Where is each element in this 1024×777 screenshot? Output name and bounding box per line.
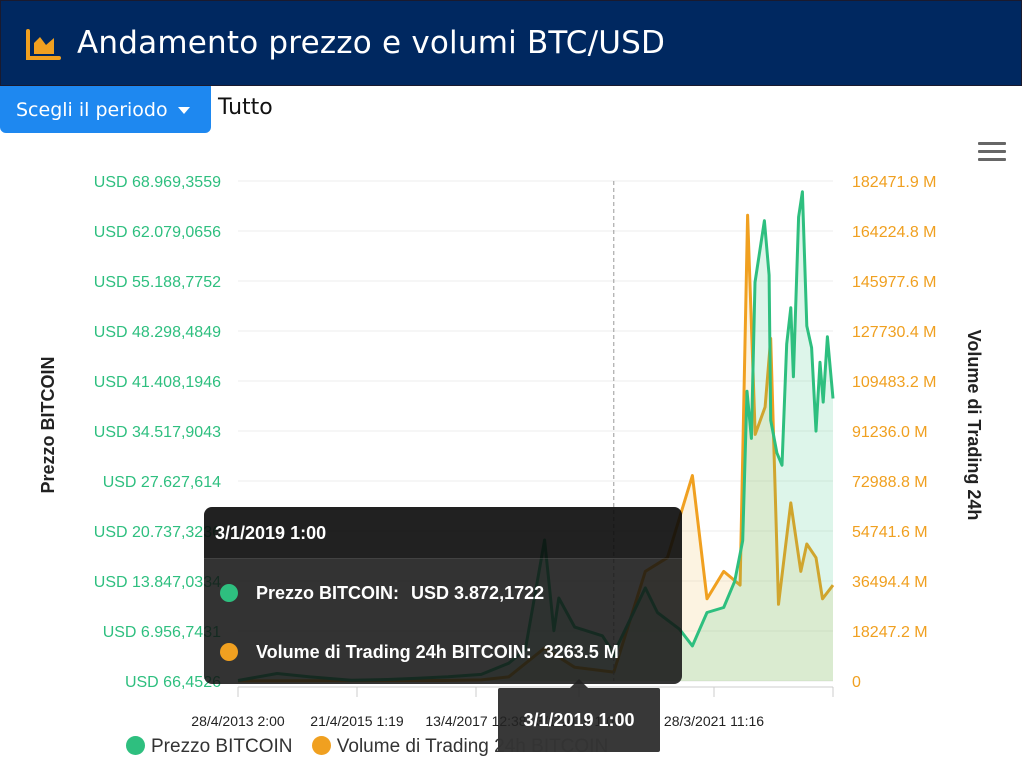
x-tick-label: 21/4/2015 1:19 [310,713,404,729]
legend-item-volume[interactable]: Volume di Trading 24h BITCOIN [311,736,609,758]
tooltip-volume-value: 3263.5 M [543,642,619,662]
tooltip-row-price: Prezzo BITCOIN: USD 3.872,1722 [220,583,544,604]
right-tick-label: 182471.9 M [852,174,937,191]
right-tick-label: 164224.8 M [852,224,937,241]
left-tick-label: USD 68.969,3559 [94,174,221,191]
left-axis-ticks: USD 66,4526 USD 6.956,7431 USD 13.847,0334… [94,174,221,691]
right-tick-label: 54741.6 M [852,524,928,541]
legend-volume-label: Volume di Trading 24h BITCOIN [336,736,609,757]
area-chart-icon [26,29,61,60]
right-tick-label: 18247.2 M [852,624,928,641]
right-tick-label: 127730.4 M [852,324,937,341]
x-tick-label: 28/4/2013 2:00 [191,713,285,729]
price-legend-dot-icon [126,736,145,755]
left-tick-label: USD 41.408,1946 [94,374,221,391]
left-tick-label: USD 6.956,7431 [103,624,221,641]
right-axis-ticks: 0 18247.2 M 36494.4 M 54741.6 M 72988.8 M 912… [852,174,937,691]
right-tick-label: 0 [852,674,861,691]
left-tick-label: USD 27.627,614 [103,474,221,491]
volume-dot-icon [220,643,238,661]
x-tick-label: 28/3/2021 11:16 [664,713,764,729]
chart-tooltip: 3/1/2019 1:00 Prezzo BITCOIN: USD 3.872,1… [204,507,682,684]
right-tick-label: 145977.6 M [852,274,937,291]
caret-down-icon [177,106,190,114]
period-dropdown-label: Scegli il periodo [16,98,168,121]
volume-legend-dot-icon [311,736,331,755]
left-tick-label: USD 66,4526 [125,674,221,691]
chart-legend: Prezzo BITCOIN Volume di Trading 24h BIT… [126,736,622,758]
right-tick-label: 72988.8 M [852,474,928,491]
tooltip-price-label: Prezzo BITCOIN: [256,583,400,603]
left-tick-label: USD 48.298,4849 [94,324,221,341]
left-tick-label: USD 34.517,9043 [94,424,221,441]
app-header: Andamento prezzo e volumi BTC/USD [0,0,1022,86]
tooltip-date: 3/1/2019 1:00 [204,507,682,559]
left-axis-title: Prezzo BITCOIN [38,356,58,493]
legend-price-label: Prezzo BITCOIN [151,736,293,757]
left-tick-label: USD 62.079,0656 [94,224,221,241]
price-area [238,191,833,681]
tooltip-price-value: USD 3.872,1722 [411,583,545,603]
page-title: Andamento prezzo e volumi BTC/USD [77,25,666,61]
left-tick-label: USD 20.737,3236 [94,524,221,541]
price-dot-icon [220,584,238,602]
left-tick-label: USD 55.188,7752 [94,274,221,291]
left-tick-label: USD 13.847,0334 [94,574,221,591]
crosshair-date-label: 3/1/2019 1:00 [498,679,660,752]
period-dropdown-button[interactable]: Scegli il periodo [0,86,211,133]
price-volume-chart: USD 66,4526 USD 6.956,7431 USD 13.847,0334… [38,174,984,729]
right-tick-label: 36494.4 M [852,574,928,591]
right-tick-label: 91236.0 M [852,424,928,441]
tooltip-row-volume: Volume di Trading 24h BITCOIN: 3263.5 M [220,642,619,663]
right-tick-label: 109483.2 M [852,374,937,391]
hamburger-menu-icon[interactable] [978,142,1006,164]
selected-period: Tutto [218,95,273,120]
volume-area [238,215,833,681]
legend-item-price[interactable]: Prezzo BITCOIN [126,736,292,758]
tooltip-volume-label: Volume di Trading 24h BITCOIN: [256,642,532,662]
right-axis-title: Volume di Trading 24h [964,330,984,521]
